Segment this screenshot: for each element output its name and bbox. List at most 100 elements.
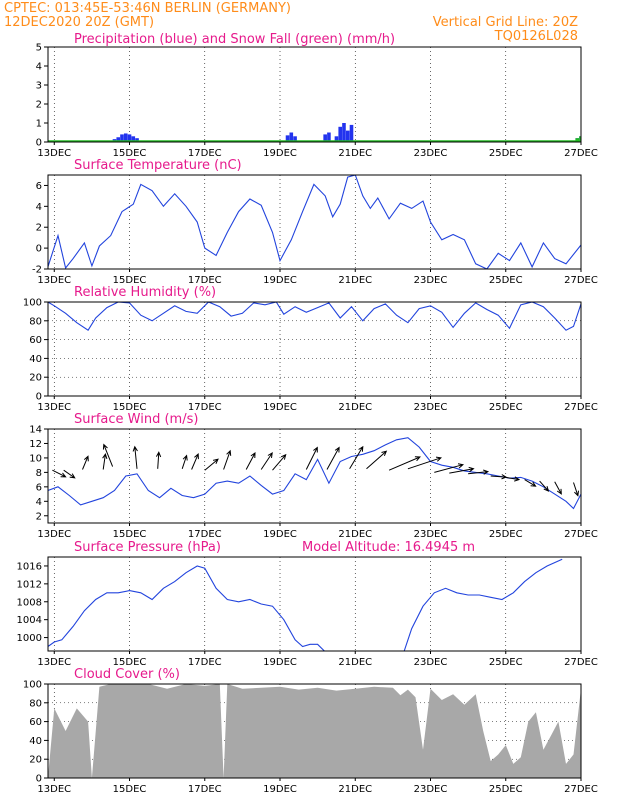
y-tick-label: 40 [29, 354, 42, 365]
x-tick-label: 25DEC [489, 784, 523, 795]
x-tick-label: 15DEC [113, 148, 147, 159]
x-tick-label: 17DEC [188, 529, 222, 540]
wind-arrow [63, 469, 76, 479]
x-tick-label: 19DEC [263, 529, 297, 540]
x-tick-label: 19DEC [263, 784, 297, 795]
x-tick-label: 13DEC [37, 657, 71, 668]
y-tick-label: 20 [29, 755, 42, 766]
y-tick-label: 10 [29, 453, 42, 464]
y-tick-label: 1012 [17, 579, 42, 590]
humidity-line [48, 302, 581, 331]
wind-line [48, 437, 581, 510]
panel-wind: 2 4 6 8 10 12 14 13DEC 15DEC 17DEC 19DEC 21DEC 23DEC… [29, 412, 598, 540]
panel-title: Cloud Cover (%) [74, 667, 180, 682]
panel-frame [47, 174, 582, 270]
y-tick-label: 1008 [17, 597, 42, 608]
x-tick-label: 27DEC [564, 275, 598, 286]
bar-precipitation [334, 136, 339, 142]
y-tick-label: 12 [29, 439, 42, 450]
y-tick-label: 1 [36, 119, 42, 130]
plot-area [48, 302, 581, 331]
wind-arrow [305, 446, 318, 470]
x-tick-label: 25DEC [489, 275, 523, 286]
plot-area [48, 123, 581, 142]
bar-precipitation [120, 134, 124, 142]
bar-precipitation [131, 136, 136, 142]
panel-humidity: 0 20 40 60 80 100 13DEC 15DEC 17DEC 19DEC 21DEC 23D… [23, 285, 598, 413]
x-tick-label: 17DEC [188, 402, 222, 413]
x-tick-label: 23DEC [414, 275, 448, 286]
wind-arrow [554, 481, 562, 495]
pressure-line [48, 558, 563, 651]
x-tick-label: 15DEC [113, 402, 147, 413]
panel-title: Precipitation (blue) and Snow Fall (gree… [74, 32, 395, 47]
x-tick-label: 15DEC [113, 275, 147, 286]
x-tick-label: 23DEC [414, 529, 448, 540]
wind-arrow [524, 479, 537, 487]
y-tick-label: 20 [29, 373, 42, 384]
x-tick-label: 19DEC [263, 275, 297, 286]
x-tick-label: 19DEC [263, 657, 297, 668]
wind-arrow [155, 451, 162, 469]
header-date: 12DEC2020 20Z (GMT) [4, 15, 154, 30]
wind-arrow [82, 455, 89, 470]
wind-arrow [102, 452, 108, 470]
y-tick-label: 0 [36, 244, 42, 255]
y-tick-label: 100 [23, 680, 42, 691]
x-tick-label: 15DEC [113, 529, 147, 540]
x-tick-label: 13DEC [37, 148, 71, 159]
y-tick-label: 4 [36, 497, 42, 508]
y-tick-label: 6 [36, 181, 42, 192]
wind-arrow [260, 452, 273, 470]
panel-pressure: 1000 1004 1008 1012 1016 13DEC 15DEC 17DEC 19DEC… [17, 540, 598, 668]
y-tick-label: 2 [36, 511, 42, 522]
wind-arrow [505, 476, 521, 482]
x-tick-label: 27DEC [564, 784, 598, 795]
y-tick-label: 4 [36, 202, 42, 213]
bar-precipitation [338, 126, 343, 142]
model-altitude-label: Model Altitude: 16.4945 m [302, 540, 475, 555]
bar-precipitation [127, 134, 132, 142]
wind-arrow [366, 450, 388, 470]
wind-arrow [223, 449, 232, 470]
x-tick-label: 13DEC [37, 402, 71, 413]
panel-cloud: 0 20 40 60 80 100 13DEC 15DEC 17DEC 19DEC 21DEC 23D… [23, 667, 598, 795]
panel-title: Surface Temperature (nC) [74, 158, 242, 173]
wind-arrow [52, 469, 67, 478]
header-location: CPTEC: 013:45E-53:46N BERLIN (GERMANY) [4, 1, 291, 16]
bar-snow-fall [579, 136, 581, 142]
y-tick-label: 14 [29, 425, 42, 436]
bar-precipitation [116, 137, 121, 142]
wind-arrow [539, 480, 550, 492]
y-tick-label: 8 [36, 468, 42, 479]
bar-precipitation [345, 130, 350, 142]
wind-arrow [326, 446, 340, 470]
x-tick-label: 21DEC [338, 148, 372, 159]
x-tick-label: 17DEC [188, 657, 222, 668]
x-tick-label: 17DEC [188, 275, 222, 286]
x-tick-label: 19DEC [263, 148, 297, 159]
x-tick-label: 27DEC [564, 529, 598, 540]
x-tick-label: 13DEC [37, 784, 71, 795]
x-tick-label: 13DEC [37, 275, 71, 286]
x-tick-label: 25DEC [489, 402, 523, 413]
x-tick-label: 23DEC [414, 402, 448, 413]
y-tick-label: 1000 [17, 633, 42, 644]
wind-arrow [132, 445, 138, 469]
y-tick-label: 3 [36, 81, 42, 92]
x-tick-label: 21DEC [338, 657, 372, 668]
y-tick-label: 0 [36, 774, 42, 785]
x-tick-label: 27DEC [564, 657, 598, 668]
y-tick-label: -2 [32, 265, 42, 276]
panel-frame [47, 46, 582, 143]
wind-arrow [407, 456, 442, 470]
bar-precipitation [135, 138, 139, 142]
panel-frame [47, 301, 582, 397]
wind-arrow [434, 463, 465, 473]
y-tick-label: 80 [29, 316, 42, 327]
x-tick-label: 21DEC [338, 402, 372, 413]
wind-arrow [468, 469, 490, 475]
x-tick-label: 25DEC [489, 657, 523, 668]
bar-precipitation [327, 132, 331, 142]
